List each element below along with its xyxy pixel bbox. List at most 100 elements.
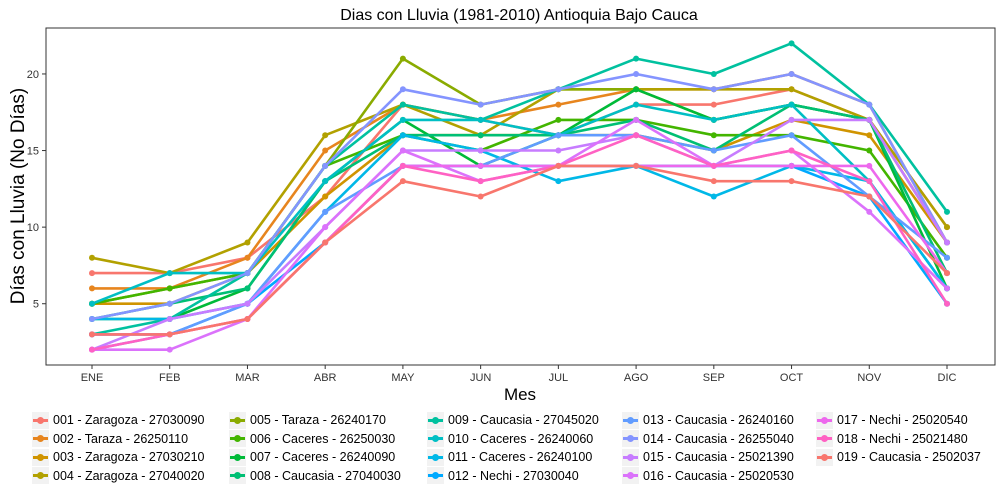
legend-key <box>32 411 49 429</box>
data-point <box>866 193 873 200</box>
x-tick-label: DIC <box>938 372 957 384</box>
x-tick-label: ENE <box>81 372 104 384</box>
x-tick-label: MAY <box>391 372 415 384</box>
data-point <box>322 239 329 246</box>
legend-label: 007 - Caceres - 26240090 <box>250 450 396 465</box>
plot-border <box>45 27 996 366</box>
data-point <box>166 270 173 277</box>
data-point <box>399 86 406 93</box>
legend-key <box>229 467 246 485</box>
legend-item: 004 - Zaragoza - 27040020 <box>32 467 205 486</box>
data-point <box>944 285 950 292</box>
legend-key <box>427 411 444 429</box>
data-point <box>322 178 329 185</box>
data-point <box>944 254 950 261</box>
y-tick-label: 20 <box>27 69 39 81</box>
x-tick-label: AGO <box>624 372 649 384</box>
data-point <box>555 147 562 154</box>
data-point <box>477 132 484 139</box>
legend-label: 016 - Caucasia - 25020530 <box>643 468 794 483</box>
data-point <box>166 346 173 353</box>
legend-key <box>622 430 639 448</box>
data-point <box>166 316 173 323</box>
legend-label: 006 - Caceres - 26250030 <box>250 431 396 446</box>
data-point <box>399 101 406 108</box>
data-point <box>89 346 95 353</box>
legend-item: 010 - Caceres - 26240060 <box>427 430 599 449</box>
legend-item: 001 - Zaragoza - 27030090 <box>32 411 205 430</box>
legend-item: 006 - Caceres - 26250030 <box>229 430 401 449</box>
data-point <box>555 178 562 185</box>
data-point <box>788 116 795 123</box>
data-point <box>89 254 95 261</box>
legend-key <box>427 430 444 448</box>
x-tick-label: JUN <box>470 372 491 384</box>
legend-label: 018 - Nechi - 25021480 <box>837 431 968 446</box>
legend-item: 012 - Nechi - 27030040 <box>427 467 599 486</box>
legend-label: 002 - Taraza - 26250110 <box>53 431 189 446</box>
legend-label: 017 - Nechi - 25020540 <box>837 413 968 428</box>
legend-item: 016 - Caucasia - 25020530 <box>622 467 794 486</box>
data-point <box>788 40 795 47</box>
data-point <box>399 132 406 139</box>
legend-column: 001 - Zaragoza - 27030090 002 - Taraza - … <box>32 411 205 485</box>
legend-key <box>622 448 639 466</box>
series-line <box>92 133 949 321</box>
series-line <box>91 133 949 351</box>
legend-label: 012 - Nechi - 27030040 <box>448 468 579 483</box>
data-point <box>633 132 640 139</box>
legend-key <box>427 467 444 485</box>
data-point <box>322 132 329 139</box>
data-point <box>89 285 95 292</box>
data-point <box>633 70 640 77</box>
series-16 <box>89 116 950 353</box>
legend-label: 009 - Caucasia - 27045020 <box>448 413 599 428</box>
data-point <box>244 300 251 307</box>
data-point <box>322 208 329 215</box>
data-point <box>710 178 717 185</box>
series-line <box>91 88 949 275</box>
data-point <box>866 147 873 154</box>
data-point <box>89 316 95 323</box>
series-7 <box>89 86 950 323</box>
data-point <box>166 285 173 292</box>
data-point <box>710 86 717 93</box>
data-point <box>477 116 484 123</box>
series-line <box>91 103 949 321</box>
legend-item: 009 - Caucasia - 27045020 <box>427 411 599 430</box>
data-point <box>788 132 795 139</box>
data-point <box>166 331 173 338</box>
data-point <box>89 331 95 338</box>
x-tick-label: JUL <box>549 372 569 384</box>
data-point <box>89 270 95 277</box>
data-point <box>710 101 717 108</box>
data-point <box>710 162 717 169</box>
series-line <box>91 103 949 305</box>
data-point <box>322 162 329 169</box>
data-point <box>399 162 406 169</box>
legend-key <box>32 467 49 485</box>
x-tick-label: NOV <box>857 372 882 384</box>
data-point <box>866 101 873 108</box>
series-17 <box>89 162 950 338</box>
data-point <box>399 178 406 185</box>
data-point <box>477 162 484 169</box>
legend-item: 005 - Taraza - 26240170 <box>229 411 401 430</box>
series-14 <box>89 70 950 323</box>
data-point <box>322 147 329 154</box>
data-point <box>710 193 717 200</box>
series-12 <box>89 162 950 338</box>
legend-key <box>229 411 246 429</box>
series-line <box>92 118 949 306</box>
data-point <box>710 147 717 154</box>
legend-label: 005 - Taraza - 26240170 <box>250 413 386 428</box>
data-point <box>477 147 484 154</box>
data-point <box>788 70 795 77</box>
data-point <box>866 116 873 123</box>
series-line <box>91 41 949 336</box>
y-tick-label: 15 <box>27 146 39 158</box>
legend-key <box>816 448 833 466</box>
data-point <box>944 300 950 307</box>
legend-item: 013 - Caucasia - 26240160 <box>622 411 794 430</box>
data-point <box>555 116 562 123</box>
